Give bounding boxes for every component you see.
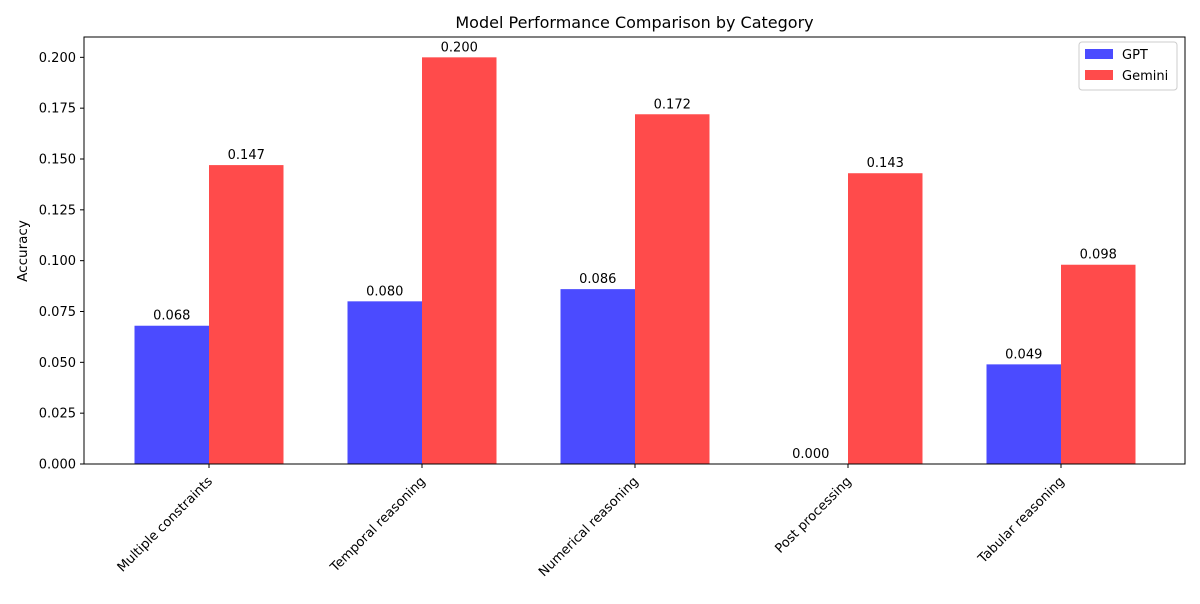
bar-gemini bbox=[1061, 264, 1136, 464]
bar-gpt bbox=[986, 364, 1061, 464]
value-label-gpt: 0.080 bbox=[366, 284, 403, 299]
y-tick-label: 0.100 bbox=[39, 254, 76, 269]
legend-label-gemini: Gemini bbox=[1122, 69, 1168, 84]
bars-group bbox=[134, 57, 1136, 465]
x-tick-label: Numerical reasoning bbox=[536, 474, 642, 580]
bar-gemini bbox=[422, 57, 497, 464]
value-label-gemini: 0.200 bbox=[441, 40, 478, 55]
chart-title: Model Performance Comparison by Category bbox=[455, 13, 813, 32]
bar-gemini bbox=[635, 114, 710, 465]
y-tick-label: 0.175 bbox=[39, 102, 76, 117]
plot-frame bbox=[83, 36, 1186, 465]
bar-gpt bbox=[560, 289, 635, 464]
y-tick-label: 0.075 bbox=[39, 305, 76, 320]
bar-gemini bbox=[848, 173, 923, 464]
value-label-gpt: 0.068 bbox=[153, 309, 190, 324]
value-label-gemini: 0.098 bbox=[1080, 248, 1117, 263]
y-tick-label: 0.050 bbox=[39, 356, 76, 371]
legend-swatch-gpt bbox=[1085, 49, 1113, 59]
y-tick-label: 0.150 bbox=[39, 153, 76, 168]
bar-gpt bbox=[134, 325, 209, 464]
y-axis-label: Accuracy bbox=[15, 220, 31, 282]
y-axis-ticks: 0.000 0.025 0.050 0.075 0.100 0.125 0.150 0.175… bbox=[39, 51, 84, 473]
x-tick-label: Tabular reasoning bbox=[975, 474, 1068, 567]
legend-swatch-gemini bbox=[1085, 70, 1113, 80]
y-tick-label: 0.125 bbox=[39, 203, 76, 218]
x-tick-label: Temporal reasoning bbox=[327, 474, 429, 576]
x-tick-label: Multiple constraints bbox=[115, 474, 216, 575]
y-tick-label: 0.025 bbox=[39, 407, 76, 422]
value-label-gemini: 0.147 bbox=[228, 148, 265, 163]
y-tick-label: 0.000 bbox=[39, 458, 76, 473]
x-axis-ticks: Multiple constraints Temporal reasoning Nu… bbox=[115, 464, 1068, 580]
x-tick-label: Post processing bbox=[773, 474, 855, 556]
value-label-gemini: 0.172 bbox=[654, 97, 691, 112]
value-label-gpt: 0.086 bbox=[579, 272, 616, 287]
legend-label-gpt: GPT bbox=[1122, 48, 1148, 63]
legend: GPT Gemini bbox=[1078, 41, 1178, 91]
y-tick-label: 0.200 bbox=[39, 51, 76, 66]
bar-gpt bbox=[347, 301, 422, 464]
value-label-gpt: 0.049 bbox=[1005, 347, 1042, 362]
bar-gemini bbox=[209, 165, 284, 464]
value-labels-group: 0.068 0.080 0.086 0.000 0.049 0.147 0.200 0.172… bbox=[153, 40, 1117, 462]
value-label-gpt: 0.000 bbox=[792, 447, 829, 462]
value-label-gemini: 0.143 bbox=[867, 156, 904, 171]
